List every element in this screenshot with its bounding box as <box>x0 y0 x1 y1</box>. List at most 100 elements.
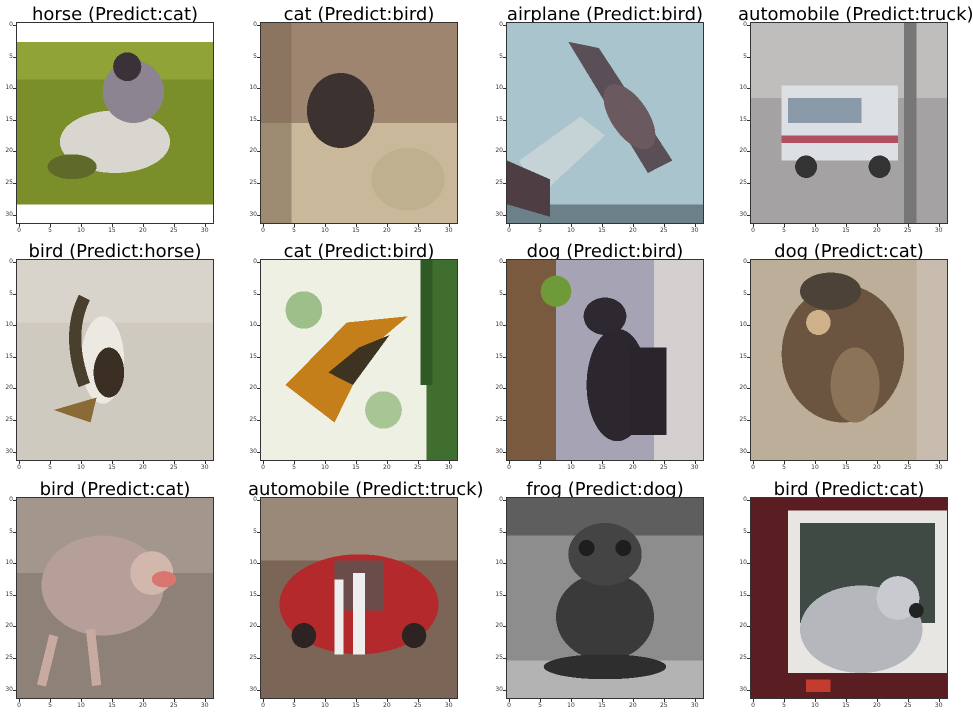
y-tick-mark <box>257 293 260 295</box>
y-tick-mark <box>747 500 750 502</box>
y-tick-label: 10 <box>739 321 747 329</box>
y-tick-label: 30 <box>739 685 747 693</box>
x-tick-label: 10 <box>77 702 85 709</box>
x-tick-label: 0 <box>17 227 21 234</box>
y-tick-mark <box>257 419 260 421</box>
x-tick-mark <box>540 461 542 464</box>
y-tick-label: 10 <box>5 559 13 567</box>
y-tick-mark <box>257 214 260 216</box>
x-tick-mark <box>324 699 326 702</box>
y-tick-label: 0 <box>499 21 503 29</box>
x-tick-mark <box>204 461 206 464</box>
y-tick-label: 15 <box>739 115 747 123</box>
x-tick-label: 10 <box>567 702 575 709</box>
x-tick-label: 0 <box>17 464 21 471</box>
x-tick-mark <box>540 224 542 227</box>
y-tick-label: 25 <box>5 653 13 661</box>
x-tick-mark <box>263 461 265 464</box>
x-tick-mark <box>784 224 786 227</box>
y-tick-label: 0 <box>499 258 503 266</box>
x-tick-mark <box>324 461 326 464</box>
image-panel: dog (Predict:cat) 0 5 10 15 20 25 30 0 5 10 15 20 25… <box>738 241 960 475</box>
x-tick-label: 20 <box>873 702 881 709</box>
x-tick-mark <box>173 699 175 702</box>
y-tick-mark <box>13 25 16 27</box>
y-tick-mark <box>747 594 750 596</box>
y-tick-mark <box>503 151 506 153</box>
x-tick-label: 20 <box>383 227 391 234</box>
x-tick-label: 10 <box>567 227 575 234</box>
x-tick-mark <box>570 461 572 464</box>
y-tick-label: 10 <box>5 84 13 92</box>
image-panel: frog (Predict:dog) 0 5 10 15 20 25 30 0 5 10 15 20 2… <box>494 479 716 713</box>
y-tick-mark <box>747 88 750 90</box>
y-tick-label: 0 <box>743 21 747 29</box>
y-tick-mark <box>257 451 260 453</box>
y-tick-mark <box>503 325 506 327</box>
y-tick-mark <box>503 500 506 502</box>
x-tick-mark <box>663 461 665 464</box>
y-tick-label: 30 <box>249 210 257 218</box>
y-tick-label: 25 <box>495 653 503 661</box>
x-tick-mark <box>694 699 696 702</box>
y-tick-mark <box>503 419 506 421</box>
y-tick-label: 25 <box>739 178 747 186</box>
x-tick-label: 10 <box>77 227 85 234</box>
panel-title: bird (Predict:cat) <box>773 479 925 500</box>
y-tick-label: 15 <box>249 115 257 123</box>
y-tick-label: 5 <box>253 289 257 297</box>
x-tick-label: 20 <box>383 702 391 709</box>
y-tick-mark <box>747 451 750 453</box>
x-tick-label: 10 <box>811 227 819 234</box>
x-tick-label: 25 <box>413 702 422 709</box>
x-tick-mark <box>784 461 786 464</box>
y-tick-mark <box>13 182 16 184</box>
y-tick-label: 10 <box>495 559 503 567</box>
y-tick-mark <box>747 626 750 628</box>
y-tick-mark <box>257 151 260 153</box>
y-tick-label: 10 <box>249 84 257 92</box>
x-tick-label: 25 <box>169 227 178 234</box>
y-tick-mark <box>13 293 16 295</box>
x-tick-label: 30 <box>934 702 943 709</box>
x-tick-label: 15 <box>842 702 850 709</box>
y-tick-mark <box>13 563 16 565</box>
x-tick-mark <box>417 224 419 227</box>
x-tick-label: 5 <box>538 227 542 234</box>
y-tick-mark <box>747 563 750 565</box>
x-tick-mark <box>540 699 542 702</box>
x-tick-mark <box>263 224 265 227</box>
x-tick-label: 5 <box>48 702 52 709</box>
x-tick-label: 10 <box>321 702 329 709</box>
y-tick-mark <box>257 563 260 565</box>
x-tick-label: 10 <box>77 464 85 471</box>
y-tick-label: 25 <box>5 415 13 423</box>
x-tick-label: 10 <box>811 464 819 471</box>
y-tick-mark <box>257 657 260 659</box>
y-tick-label: 5 <box>9 289 13 297</box>
x-tick-label: 0 <box>17 702 21 709</box>
y-tick-label: 0 <box>743 258 747 266</box>
y-tick-mark <box>13 56 16 58</box>
x-tick-mark <box>386 699 388 702</box>
x-tick-mark <box>417 461 419 464</box>
y-tick-label: 30 <box>5 447 13 455</box>
y-tick-mark <box>503 451 506 453</box>
y-tick-label: 15 <box>739 352 747 360</box>
y-tick-mark <box>747 119 750 121</box>
y-tick-mark <box>257 594 260 596</box>
x-tick-label: 30 <box>690 702 699 709</box>
thumbnail-image <box>16 259 214 461</box>
y-tick-label: 30 <box>739 210 747 218</box>
x-tick-mark <box>907 224 909 227</box>
y-tick-label: 25 <box>495 415 503 423</box>
x-tick-label: 15 <box>598 227 606 234</box>
image-panel: bird (Predict:cat) 0 5 10 15 20 25 30 0 5 10 15 20 2… <box>738 479 960 713</box>
x-tick-label: 0 <box>261 227 265 234</box>
y-tick-label: 20 <box>5 384 13 392</box>
x-tick-label: 30 <box>200 702 209 709</box>
x-tick-label: 0 <box>507 227 511 234</box>
y-tick-mark <box>747 531 750 533</box>
y-tick-mark <box>747 182 750 184</box>
x-tick-mark <box>173 461 175 464</box>
